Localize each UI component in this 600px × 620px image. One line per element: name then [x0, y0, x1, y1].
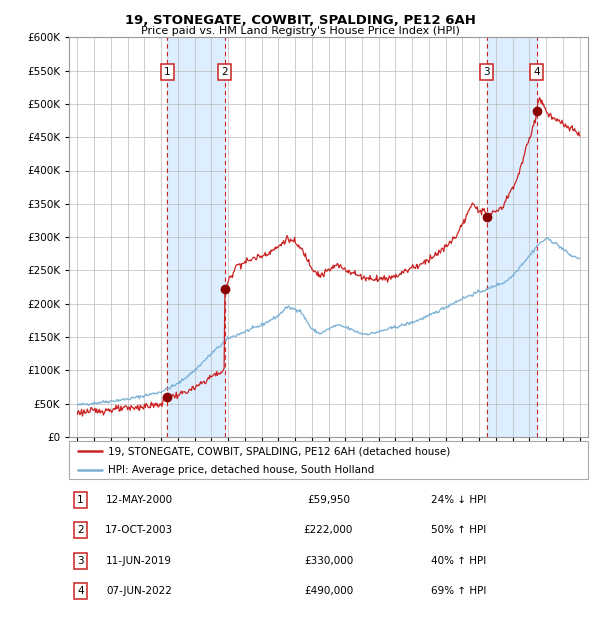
- Text: 4: 4: [77, 586, 84, 596]
- Text: Price paid vs. HM Land Registry's House Price Index (HPI): Price paid vs. HM Land Registry's House …: [140, 26, 460, 36]
- Text: 2: 2: [77, 525, 84, 536]
- Text: £330,000: £330,000: [304, 556, 353, 566]
- Text: 1: 1: [164, 67, 170, 77]
- Bar: [167, 37, 224, 437]
- Text: HPI: Average price, detached house, South Holland: HPI: Average price, detached house, Sout…: [108, 466, 374, 476]
- Text: 12-MAY-2000: 12-MAY-2000: [106, 495, 173, 505]
- Text: 19, STONEGATE, COWBIT, SPALDING, PE12 6AH: 19, STONEGATE, COWBIT, SPALDING, PE12 6A…: [125, 14, 475, 27]
- Text: 2: 2: [221, 67, 228, 77]
- Text: 11-JUN-2019: 11-JUN-2019: [106, 556, 172, 566]
- Text: 3: 3: [77, 556, 84, 566]
- Text: 07-JUN-2022: 07-JUN-2022: [106, 586, 172, 596]
- Text: £222,000: £222,000: [304, 525, 353, 536]
- Text: 4: 4: [533, 67, 540, 77]
- Text: 50% ↑ HPI: 50% ↑ HPI: [431, 525, 486, 536]
- Text: 3: 3: [483, 67, 490, 77]
- Text: 24% ↓ HPI: 24% ↓ HPI: [431, 495, 486, 505]
- Bar: [487, 37, 536, 437]
- Text: 40% ↑ HPI: 40% ↑ HPI: [431, 556, 486, 566]
- Text: 69% ↑ HPI: 69% ↑ HPI: [431, 586, 486, 596]
- Text: £59,950: £59,950: [307, 495, 350, 505]
- Text: 17-OCT-2003: 17-OCT-2003: [105, 525, 173, 536]
- Text: 19, STONEGATE, COWBIT, SPALDING, PE12 6AH (detached house): 19, STONEGATE, COWBIT, SPALDING, PE12 6A…: [108, 446, 450, 456]
- Text: 1: 1: [77, 495, 84, 505]
- Text: £490,000: £490,000: [304, 586, 353, 596]
